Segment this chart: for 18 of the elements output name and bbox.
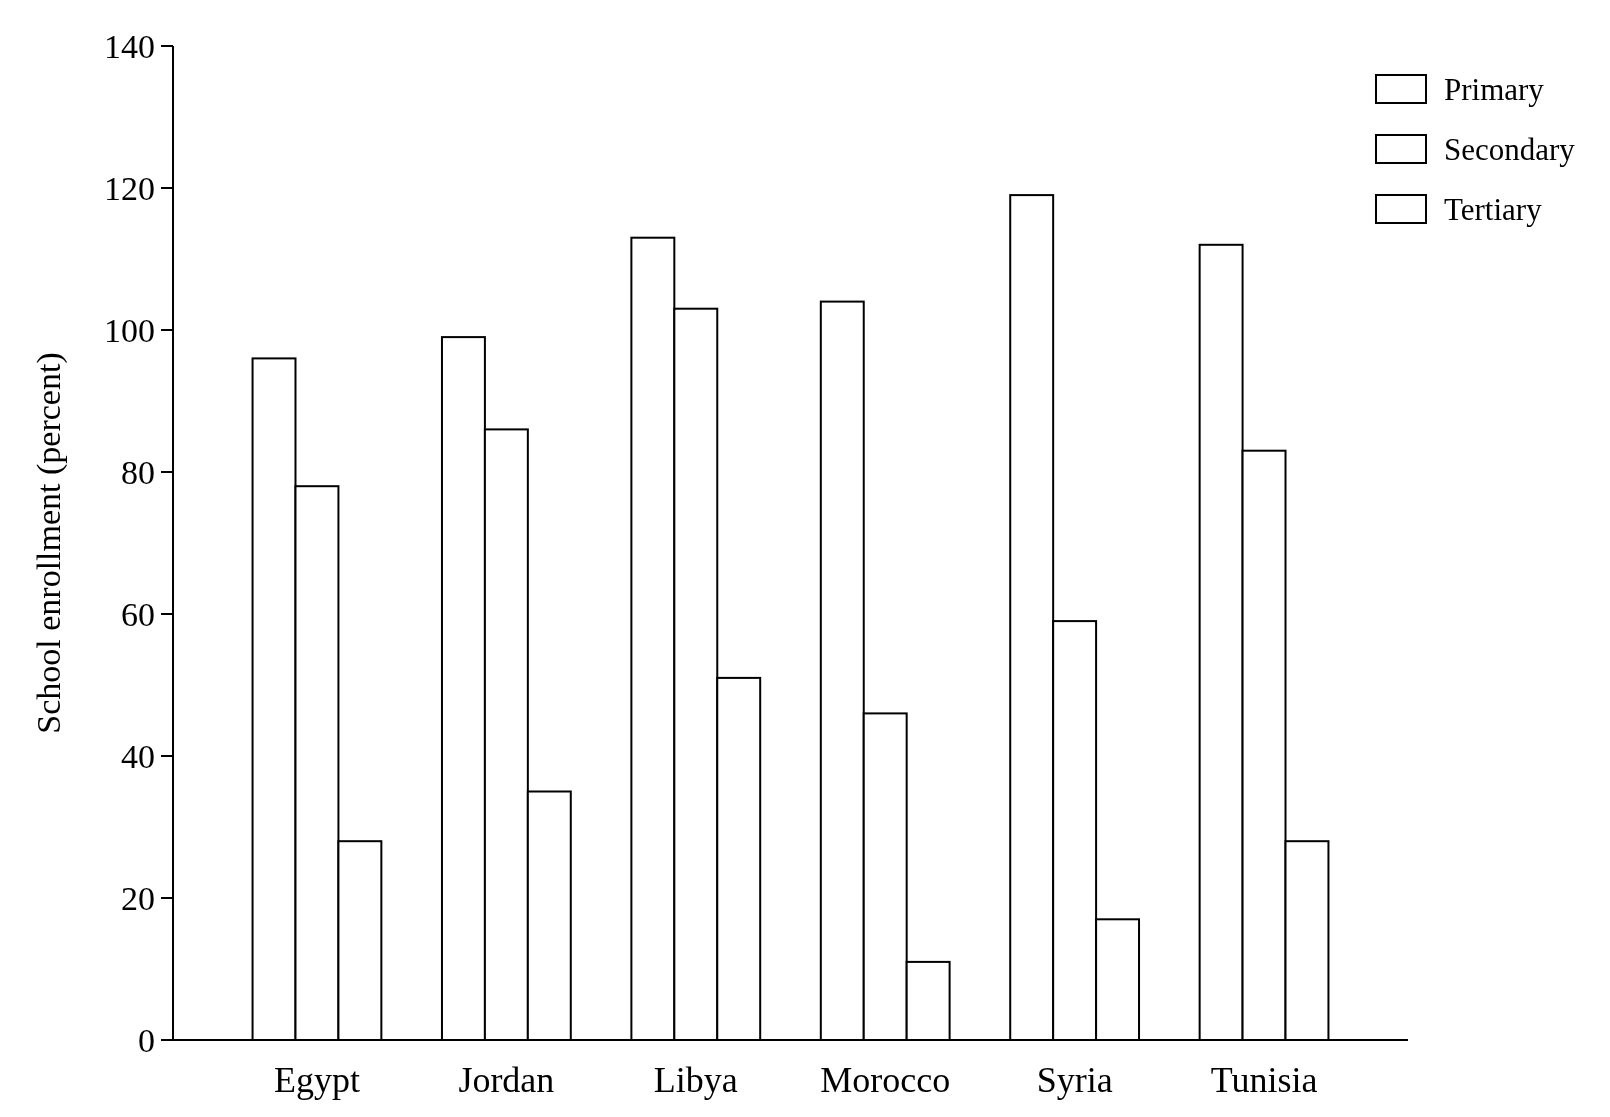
x-tick-label: Libya [653,1060,738,1100]
y-tick-label: 100 [104,311,155,349]
x-tick-label: Syria [1036,1060,1113,1100]
legend-label: Tertiary [1444,191,1543,227]
y-tick-label: 0 [138,1021,155,1059]
y-tick-label: 80 [121,453,155,491]
y-tick-label: 20 [121,879,155,917]
legend-label: Primary [1444,71,1545,107]
y-tick-label: 60 [121,595,155,633]
x-tick-label: Tunisia [1210,1060,1318,1100]
y-axis-title: School enrollment (percent) [30,352,68,734]
legend-label: Secondary [1444,131,1576,167]
x-tick-label: Morocco [820,1060,951,1100]
x-tick-label: Jordan [458,1060,555,1100]
y-tick-label: 140 [104,27,155,65]
x-tick-label: Egypt [273,1060,360,1100]
y-tick-label: 120 [104,169,155,207]
y-tick-label: 40 [121,737,155,775]
